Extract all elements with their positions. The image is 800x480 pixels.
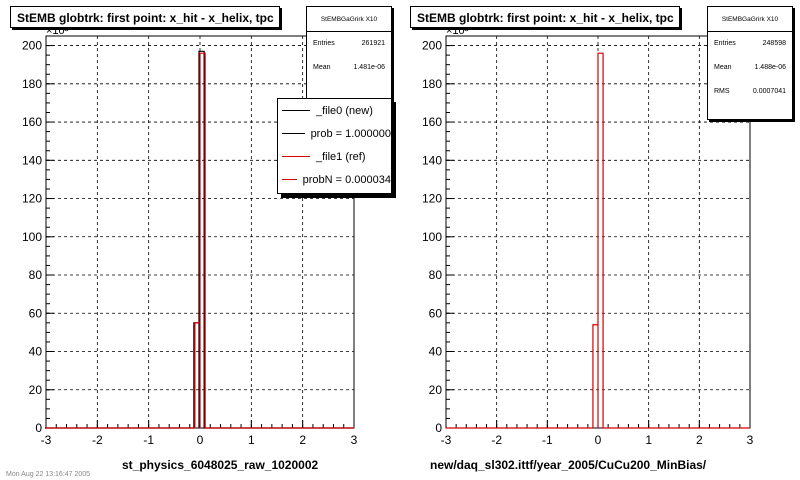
left-mean-label: Mean xyxy=(313,64,331,71)
histogram-series-2 xyxy=(46,52,354,429)
y-tick-label: 140 xyxy=(22,153,42,167)
x-tick-label: -3 xyxy=(441,433,452,447)
legend-entry-file0: _file0 (new) xyxy=(278,99,391,122)
y-tick-label: 80 xyxy=(29,268,43,282)
left-entries-label: Entries xyxy=(313,40,335,47)
y-exponent-label: ×10³ xyxy=(446,25,469,37)
legend-label: _file1 (ref) xyxy=(316,150,366,163)
x-tick-label: 2 xyxy=(696,433,703,447)
y-tick-label: 200 xyxy=(22,39,42,53)
left-stats-box: StEMBGaGrirk X10 Entries 261921 Mean 1.481… xyxy=(306,6,392,102)
right-stats-box: StEMBGaGrirk X10 Entries 248598 Mean 1.488… xyxy=(707,6,793,120)
right-mean-value: 1.488e-06 xyxy=(754,64,786,71)
legend-label: prob = 1.000000 xyxy=(310,127,391,140)
right-rms-label: RMS xyxy=(714,88,730,95)
y-tick-label: 200 xyxy=(422,39,442,53)
left-chart-title: StEMB globtrk: first point: x_hit - x_he… xyxy=(10,6,280,28)
y-tick-label: 160 xyxy=(22,115,42,129)
y-tick-label: 100 xyxy=(22,230,42,244)
left-stats-name: StEMBGaGrirk X10 xyxy=(307,7,391,32)
y-tick-label: 0 xyxy=(35,421,42,435)
right-entries-value: 248598 xyxy=(762,40,786,47)
y-tick-label: 20 xyxy=(29,383,43,397)
right-entries-label: Entries xyxy=(714,40,736,47)
right-histogram-plot: -3 -2 -1 0 1 2 3 0 20 40 60 80 100 120 140 160 180 200 ×10… xyxy=(422,25,754,447)
right-mean-label: Mean xyxy=(714,64,732,71)
legend-label: _file0 (new) xyxy=(316,104,373,117)
legend-entry-prob: prob = 1.000000 xyxy=(278,122,391,145)
y-tick-label: 40 xyxy=(29,345,43,359)
right-x-axis-title: new/daq_sl302.ittf/year_2005/CuCu200_Min… xyxy=(430,458,707,472)
y-tick-label: 80 xyxy=(429,268,443,282)
x-tick-label: 2 xyxy=(299,433,306,447)
x-tick-label: 0 xyxy=(595,433,602,447)
x-tick-label: -2 xyxy=(92,433,103,447)
x-tick-label: -1 xyxy=(542,433,553,447)
x-tick-label: -3 xyxy=(41,433,52,447)
legend-entry-probn: probN = 0.000034 xyxy=(278,168,391,191)
x-tick-label: -1 xyxy=(143,433,154,447)
timestamp-footer: Mon Aug 22 13:16:47 2005 xyxy=(6,471,91,478)
y-exponent-label: ×10³ xyxy=(46,25,69,37)
x-tick-label: -2 xyxy=(491,433,502,447)
y-tick-label: 140 xyxy=(422,153,442,167)
y-tick-label: 180 xyxy=(422,77,442,91)
right-histogram-panel: -3 -2 -1 0 1 2 3 0 20 40 60 80 100 120 140 160 180 200 ×10… xyxy=(400,0,800,480)
legend-line-red xyxy=(282,179,297,180)
y-tick-label: 40 xyxy=(429,345,443,359)
x-tick-label: 3 xyxy=(351,433,358,447)
y-tick-label: 180 xyxy=(22,77,42,91)
left-legend: _file0 (new) prob = 1.000000 _file1 (ref… xyxy=(277,98,392,194)
left-entries-value: 261921 xyxy=(361,40,385,47)
y-tick-label: 60 xyxy=(29,306,43,320)
legend-line-black xyxy=(282,133,305,134)
legend-line-black xyxy=(282,110,310,111)
x-tick-label: 1 xyxy=(248,433,255,447)
left-x-axis-title: st_physics_6048025_raw_1020002 xyxy=(122,458,319,472)
y-tick-label: 100 xyxy=(422,230,442,244)
y-tick-label: 160 xyxy=(422,115,442,129)
y-tick-label: 120 xyxy=(22,192,42,206)
legend-entry-file1: _file1 (ref) xyxy=(278,145,391,168)
y-tick-label: 60 xyxy=(429,306,443,320)
y-tick-label: 0 xyxy=(435,421,442,435)
left-histogram-panel: -3 -2 -1 0 1 2 3 0 20 40 60 80 100 120 140 160 180 200 ×10… xyxy=(10,6,392,472)
legend-label: probN = 0.000034 xyxy=(302,173,391,186)
y-tick-label: 20 xyxy=(429,383,443,397)
histogram-series-1 xyxy=(446,52,750,429)
x-tick-label: 3 xyxy=(747,433,754,447)
right-rms-value: 0.0007041 xyxy=(752,88,786,95)
x-tick-label: 0 xyxy=(197,433,204,447)
histogram-series-1 xyxy=(45,50,353,429)
right-chart-title: StEMB globtrk: first point: x_hit - x_he… xyxy=(410,6,680,28)
right-stats-name: StEMBGaGrirk X10 xyxy=(708,7,792,32)
y-tick-label: 120 xyxy=(422,192,442,206)
legend-line-red xyxy=(282,156,310,157)
x-tick-label: 1 xyxy=(645,433,652,447)
left-mean-value: 1.481e-06 xyxy=(353,64,385,71)
